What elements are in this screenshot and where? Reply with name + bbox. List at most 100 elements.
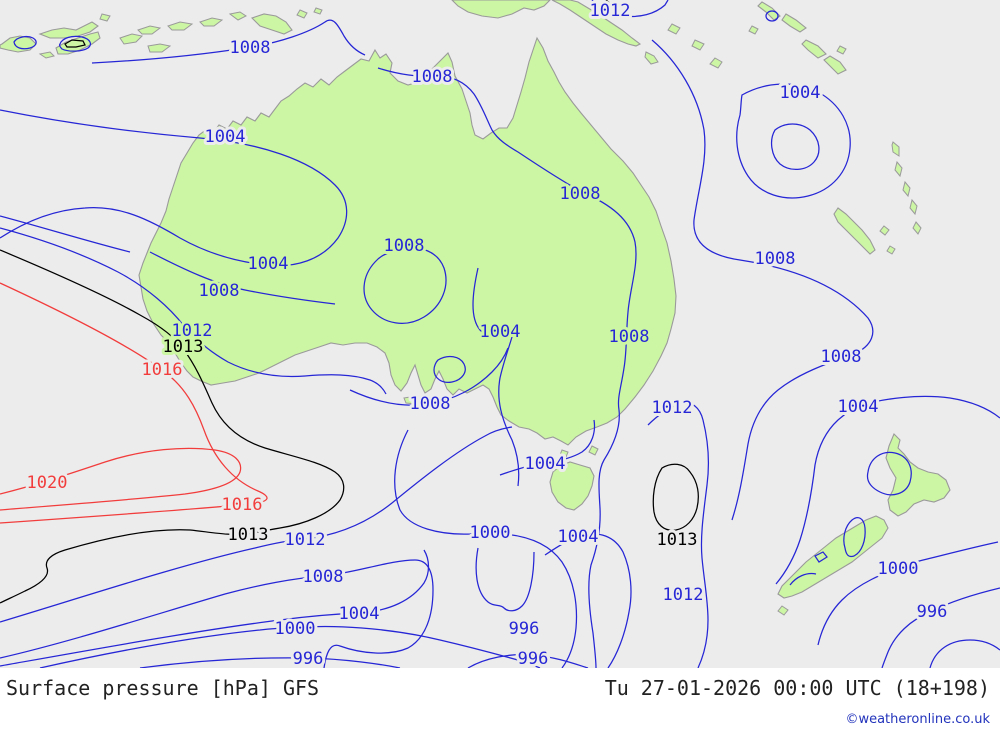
copyright-link[interactable]: ©weatheronline.co.uk <box>845 712 990 727</box>
isobar-1004-low-inner <box>770 123 820 170</box>
isobar-nz-sw-arc <box>789 572 817 586</box>
island-solomon-2 <box>781 13 807 33</box>
isobars-black <box>0 0 699 604</box>
isobar-1008-centre-loop <box>363 247 447 324</box>
isobar-label-1008: 1008 <box>230 38 271 58</box>
isobar-1013-timor <box>64 39 86 48</box>
island-png-2 <box>667 23 681 35</box>
isobar-996-sw <box>139 657 401 668</box>
isobar-label-1008: 1008 <box>303 567 344 587</box>
isobar-label-1013: 1013 <box>163 337 204 357</box>
pressure-map-svg: 1008 1004 1012 1008 1008 1004 1008 1004 1008 1012… <box>0 0 1000 668</box>
isobar-label-1012: 1012 <box>663 585 704 605</box>
isobar-1000-bass <box>394 429 578 668</box>
isobar-label-1000: 1000 <box>275 619 316 639</box>
island-vanuatu-1 <box>891 141 900 157</box>
pressure-map: 1008 1004 1012 1008 1008 1004 1008 1004 1008 1012… <box>0 0 1000 668</box>
isobar-label-1004: 1004 <box>838 397 879 417</box>
isobar-1012-sw <box>0 426 513 623</box>
isobar-solomon-dot <box>765 10 779 22</box>
isobar-label-1012: 1012 <box>285 530 326 550</box>
isobar-1000-nz <box>817 541 999 646</box>
island-flores <box>38 21 99 39</box>
isobar-label-1008: 1008 <box>384 236 425 256</box>
isobar-label-1008: 1008 <box>199 281 240 301</box>
isobar-996-nz <box>881 587 1000 668</box>
isobar-label-1012: 1012 <box>652 398 693 418</box>
island-wetar <box>119 33 144 45</box>
isobar-label-996: 996 <box>509 619 540 639</box>
valid-datetime: Tu 27-01-2026 00:00 UTC (18+198) <box>604 676 990 700</box>
landmass-group <box>0 0 951 616</box>
isobar-label-1004: 1004 <box>780 83 821 103</box>
isobar-se-curl-1 <box>929 639 1000 668</box>
isobar-label-1000: 1000 <box>470 523 511 543</box>
isobars-blue <box>0 0 1000 668</box>
isobar-label-1004: 1004 <box>480 322 521 342</box>
isobar-nz-south-loop <box>843 517 866 558</box>
island-small-2 <box>137 25 162 35</box>
isobar-1016 <box>0 282 268 524</box>
isobar-1013-west <box>0 249 345 604</box>
isobar-1004-low-outer <box>736 83 851 199</box>
isobar-label-1016: 1016 <box>142 360 183 380</box>
isobar-1004-tas-south <box>544 533 632 668</box>
island-png-1 <box>644 51 659 65</box>
landmass-australia <box>138 36 677 446</box>
isobar-label-1004: 1004 <box>525 454 566 474</box>
isobar-1008-wa <box>149 251 336 305</box>
island-small-4 <box>199 17 224 27</box>
isobar-label-1008: 1008 <box>755 249 796 269</box>
island-small-7 <box>228 11 247 21</box>
isobar-label-996: 996 <box>293 649 324 668</box>
island-loyalty-2 <box>886 245 896 255</box>
isobar-label-996: 996 <box>518 649 549 668</box>
isobar-label-996: 996 <box>917 602 948 622</box>
isobar-1012-east <box>647 402 710 668</box>
isobar-1008-coral <box>651 39 874 521</box>
island-small-5 <box>147 43 172 53</box>
isobar-label-1016: 1016 <box>222 495 263 515</box>
isobar-1012-png <box>591 0 669 18</box>
isobar-label-1013: 1013 <box>228 525 269 545</box>
isobar-label-1004: 1004 <box>558 527 599 547</box>
island-png-3 <box>691 39 705 51</box>
isobar-timor-loop <box>58 35 92 52</box>
isobar-1004 <box>0 109 348 267</box>
landmass-papua-tail <box>551 0 642 47</box>
isobar-label-1000: 1000 <box>878 559 919 579</box>
isobar-label-1008: 1008 <box>412 67 453 87</box>
isobars-red <box>0 282 268 524</box>
island-small-3 <box>167 21 194 31</box>
island-flinders <box>588 445 599 456</box>
isobar-1012-wa <box>0 227 387 395</box>
isobar-label-1020: 1020 <box>27 473 68 493</box>
isobar-1004-sw <box>0 549 430 667</box>
island-vanuatu-4 <box>909 198 918 216</box>
isobar-label-1004: 1004 <box>339 604 380 624</box>
isobar-1008 <box>91 19 366 64</box>
island-vanuatu-5 <box>912 221 922 235</box>
island-kangaroo <box>403 395 426 405</box>
isobar-1004-tas-north <box>499 419 596 476</box>
isobar-1008-trough <box>0 559 434 668</box>
island-timor <box>55 31 101 55</box>
isobar-gulf-loop <box>433 355 466 384</box>
landmass-tasmania <box>549 461 595 511</box>
landmass-nz-north <box>885 433 951 517</box>
landmass-new-caledonia <box>833 207 876 255</box>
isobar-1000-sw <box>39 625 541 668</box>
isobar-1008-bight <box>349 347 509 406</box>
isobar-sumba-loop <box>13 36 37 50</box>
island-solomon-3 <box>801 39 827 59</box>
isobar-1013-png-tip <box>605 0 617 6</box>
isobar-labels: 1008 1004 1012 1008 1008 1004 1008 1004 1008 1012… <box>24 0 951 668</box>
isobar-label-1004: 1004 <box>205 127 246 147</box>
island-small-8 <box>99 13 111 22</box>
isobar-label-1013: 1013 <box>657 530 698 550</box>
isobar-label-1008: 1008 <box>821 347 862 367</box>
island-solomon-6 <box>836 45 847 55</box>
island-small-1 <box>38 51 55 59</box>
isobar-label-1008: 1008 <box>609 327 650 347</box>
